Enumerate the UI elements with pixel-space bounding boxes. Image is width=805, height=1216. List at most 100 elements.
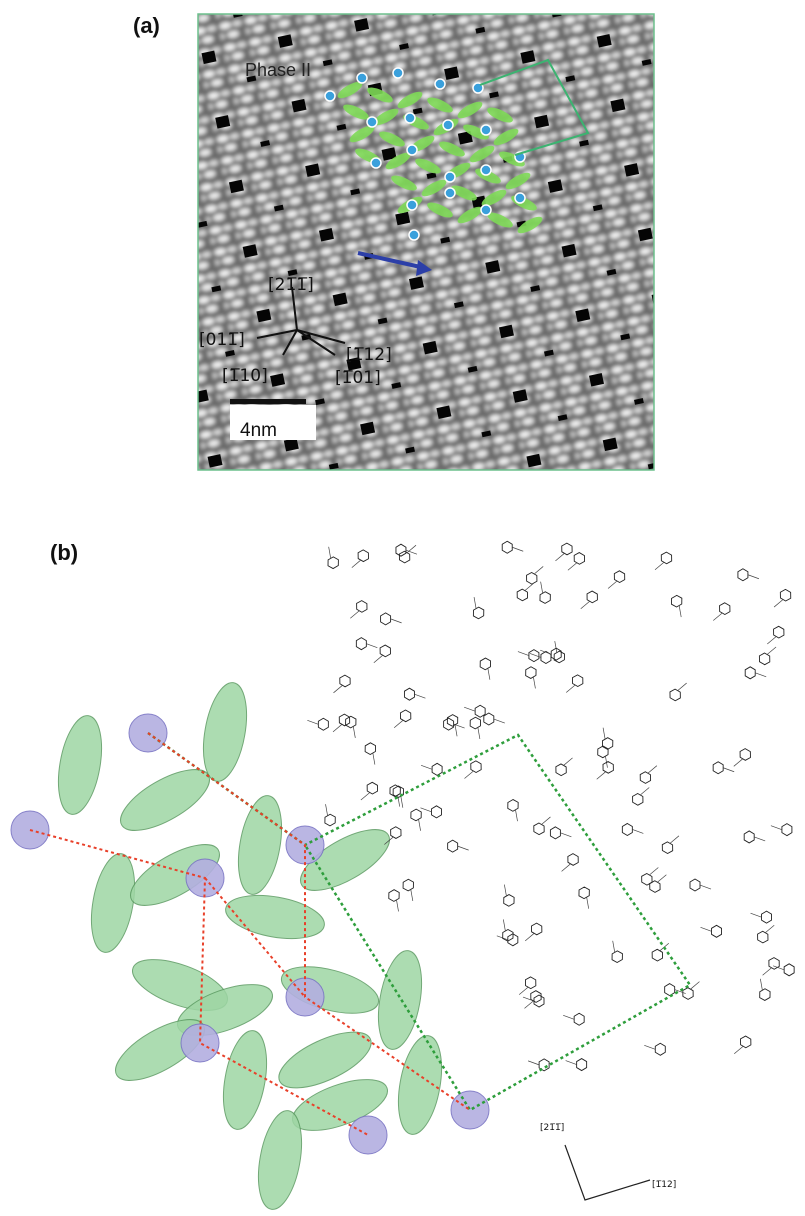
ring bbox=[515, 588, 530, 603]
ring bbox=[378, 644, 393, 659]
bond bbox=[563, 1015, 574, 1019]
molecule-sketch bbox=[445, 713, 466, 737]
triazine-marker bbox=[349, 1116, 387, 1154]
molecule-sketch bbox=[554, 542, 575, 566]
molecule-ellipse bbox=[392, 1032, 449, 1137]
molecule-sketch bbox=[420, 806, 441, 818]
triazine-marker bbox=[407, 200, 417, 210]
molecule-sketch bbox=[713, 762, 734, 774]
ring bbox=[717, 601, 732, 616]
molecule-sketch bbox=[515, 578, 536, 602]
triazine-marker bbox=[481, 165, 491, 175]
ring bbox=[660, 840, 675, 855]
molecule-sketch bbox=[307, 718, 328, 730]
bond bbox=[307, 720, 318, 724]
ring bbox=[755, 930, 770, 945]
molecule-sketch bbox=[550, 827, 571, 839]
ring bbox=[431, 806, 441, 818]
ring bbox=[690, 879, 700, 891]
molecule-sketch bbox=[523, 989, 544, 1013]
molecule-sketch bbox=[622, 823, 643, 835]
molecule-sketch bbox=[773, 964, 794, 976]
molecule-ellipse bbox=[52, 712, 109, 817]
bond bbox=[754, 837, 765, 841]
bond bbox=[723, 768, 734, 772]
ring bbox=[523, 975, 538, 990]
direction-label: [1̅12] bbox=[652, 1180, 676, 1190]
ring bbox=[712, 925, 722, 937]
triazine-marker bbox=[435, 79, 445, 89]
molecule-sketch bbox=[732, 747, 753, 771]
molecule-sketch bbox=[401, 878, 422, 902]
ring bbox=[713, 762, 723, 774]
ring bbox=[404, 688, 414, 700]
molecule-sketch bbox=[448, 840, 469, 852]
molecule-sketch bbox=[359, 781, 380, 805]
direction-label: [1̅12] bbox=[346, 345, 392, 365]
ring bbox=[475, 705, 485, 717]
triazine-marker bbox=[325, 91, 335, 101]
ring bbox=[659, 551, 674, 566]
ring bbox=[363, 741, 378, 756]
triazine-marker bbox=[481, 205, 491, 215]
triazine-marker bbox=[407, 145, 417, 155]
ring bbox=[337, 674, 352, 689]
molecule-ellipse bbox=[217, 1027, 274, 1132]
ring bbox=[757, 987, 772, 1002]
ring bbox=[524, 571, 539, 586]
molecule-sketch bbox=[505, 798, 526, 822]
direction-label: [21̅1̅] bbox=[268, 275, 314, 295]
ring bbox=[574, 1013, 584, 1025]
molecule-sketch bbox=[751, 911, 772, 923]
molecule-sketch bbox=[496, 884, 517, 908]
molecule-ellipse bbox=[222, 889, 327, 946]
bond bbox=[391, 619, 402, 623]
molecule-sketch bbox=[653, 551, 674, 575]
ring bbox=[552, 650, 567, 665]
triazine-marker bbox=[393, 68, 403, 78]
molecule-sketch bbox=[576, 885, 597, 909]
bond bbox=[528, 1061, 539, 1065]
ring bbox=[478, 657, 493, 672]
bond bbox=[701, 927, 712, 931]
molecule-sketch bbox=[566, 551, 587, 575]
ring bbox=[505, 798, 520, 813]
molecule-sketch bbox=[604, 940, 625, 964]
molecule-sketch bbox=[528, 1059, 549, 1071]
bond bbox=[458, 846, 469, 850]
panel-label: (a) bbox=[133, 13, 160, 38]
molecule-sketch bbox=[363, 741, 384, 765]
ring bbox=[576, 885, 591, 900]
ring bbox=[401, 878, 416, 893]
ring bbox=[550, 827, 560, 839]
ring bbox=[565, 852, 580, 867]
molecule-sketch bbox=[317, 803, 338, 827]
molecule-sketch bbox=[595, 760, 616, 784]
triazine-marker bbox=[371, 158, 381, 168]
direction-label: [1̅01] bbox=[335, 368, 381, 388]
molecule-sketch bbox=[332, 674, 353, 698]
bond bbox=[700, 885, 711, 889]
ring bbox=[784, 964, 794, 976]
molecule-sketch bbox=[757, 642, 778, 666]
ring bbox=[337, 713, 352, 728]
ring bbox=[537, 590, 552, 605]
ring bbox=[468, 759, 483, 774]
ring bbox=[638, 770, 653, 785]
bond bbox=[566, 1061, 577, 1065]
ring bbox=[322, 813, 337, 828]
triazine-marker bbox=[515, 193, 525, 203]
bond bbox=[560, 833, 571, 837]
molecule-sketch bbox=[660, 831, 681, 855]
direction-label: [011̅] bbox=[199, 330, 245, 350]
direction-axes bbox=[565, 1145, 650, 1200]
ring bbox=[757, 652, 772, 667]
molecule-sketch bbox=[381, 613, 402, 625]
ring bbox=[386, 888, 401, 903]
ring bbox=[612, 569, 627, 584]
molecule-sketch bbox=[606, 569, 627, 593]
molecule-sketch bbox=[478, 657, 499, 681]
molecule-sketch bbox=[566, 1059, 587, 1071]
molecule-sketch bbox=[356, 638, 377, 650]
molecule-sketch bbox=[320, 546, 341, 570]
